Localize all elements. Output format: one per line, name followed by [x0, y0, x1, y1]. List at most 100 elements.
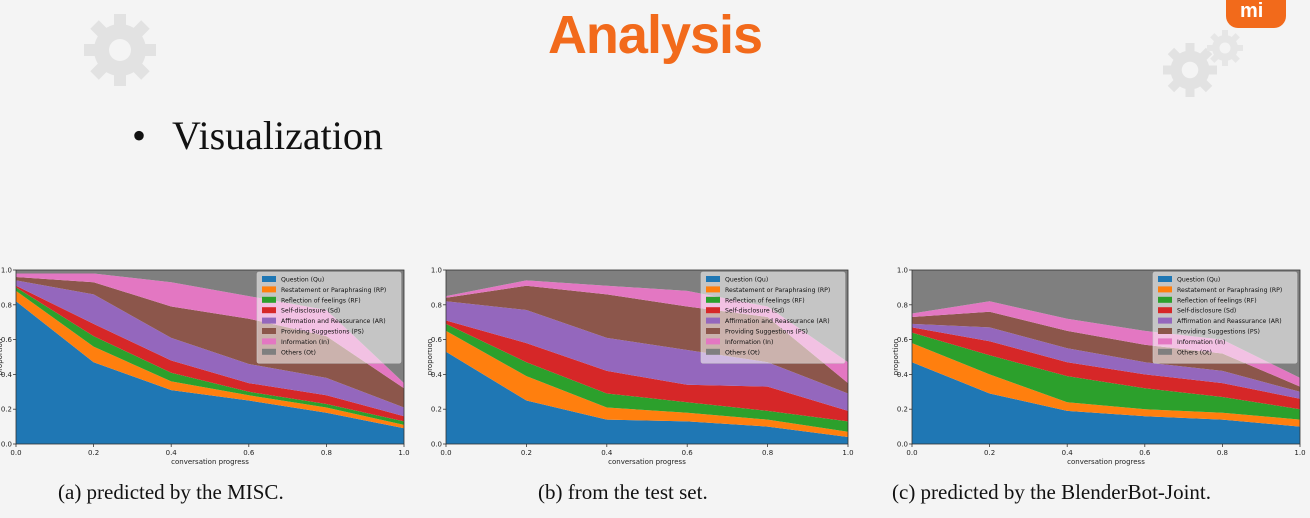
area-series-2 — [446, 323, 848, 432]
mi-logo-glyph: mi — [1240, 0, 1264, 22]
y-tick-label: 0.2 — [1, 406, 12, 414]
area-series-4 — [912, 323, 1300, 399]
legend-swatch — [1158, 317, 1172, 324]
legend-label: Reflection of feelings (RF) — [281, 297, 361, 304]
plot-frame — [911, 269, 1301, 445]
gear-icon — [1207, 30, 1243, 66]
y-tick-label: 0.0 — [897, 441, 908, 449]
y-tick-label: 0.0 — [431, 441, 442, 449]
area-series-0 — [446, 351, 848, 444]
y-tick-label: 0.6 — [431, 336, 443, 344]
area-series-0 — [912, 362, 1300, 444]
bullet-item: • Visualization — [132, 112, 383, 159]
legend-swatch — [262, 307, 276, 314]
caption-c: (c) predicted by the BlenderBot-Joint. — [892, 480, 1211, 504]
legend-box — [1152, 271, 1298, 364]
legend-swatch — [706, 296, 720, 303]
legend-swatch — [1158, 307, 1172, 314]
plot-frame — [445, 269, 849, 445]
legend-label: Restatement or Paraphrasing (RP) — [725, 287, 830, 294]
y-tick-label: 0.4 — [431, 371, 443, 379]
x-tick-label: 1.0 — [1294, 449, 1305, 457]
y-axis-label: proportion — [0, 339, 4, 375]
legend-swatch — [706, 348, 720, 355]
area-series-2 — [912, 332, 1300, 420]
legend-label: Affirmation and Reassurance (AR) — [281, 318, 386, 325]
y-tick-label: 0.4 — [897, 371, 909, 379]
legend-label: Information (In) — [725, 339, 773, 346]
legend-swatch — [706, 286, 720, 293]
legend-label: Providing Suggestions (PS) — [281, 329, 364, 336]
y-axis-label: proportion — [428, 339, 434, 375]
y-tick-label: 0.2 — [431, 406, 442, 414]
x-tick-label: 0.4 — [601, 449, 613, 457]
legend-swatch — [706, 276, 720, 282]
legend-label: Information (In) — [281, 339, 329, 346]
chart-a: 0.0 0.2 0.4 0.6 0.8 1.0 0.0 0.2 0.4 0.6 0.8 1.0 conv… — [0, 267, 410, 467]
x-axis-label: conversation progress — [608, 458, 686, 466]
legend-label: Question (Qu) — [1177, 277, 1220, 284]
legend-swatch — [1158, 348, 1172, 355]
legend-label: Providing Suggestions (PS) — [1177, 329, 1260, 336]
legend-label: Affirmation and Reassurance (AR) — [1177, 318, 1282, 325]
y-tick-label: 0.4 — [1, 371, 13, 379]
area-series-1 — [912, 343, 1300, 427]
x-tick-label: 0.6 — [243, 449, 255, 457]
y-tick-label: 0.8 — [897, 301, 908, 309]
legend-swatch — [1158, 328, 1172, 334]
legend-label: Information (In) — [1177, 339, 1225, 346]
area-series-5 — [446, 285, 848, 394]
x-tick-label: 0.0 — [10, 449, 21, 457]
y-tick-label: 0.0 — [1, 441, 12, 449]
area-series-1 — [446, 330, 848, 437]
legend-swatch — [706, 328, 720, 334]
x-tick-label: 1.0 — [842, 449, 853, 457]
area-series-5 — [912, 311, 1300, 392]
legend-swatch — [262, 296, 276, 303]
caption-a: (a) predicted by the MISC. — [58, 480, 284, 504]
area-series-3 — [446, 320, 848, 422]
legend-label: Restatement or Paraphrasing (RP) — [281, 287, 386, 294]
x-axis-label: conversation progress — [1067, 458, 1145, 466]
area-series-5 — [16, 277, 404, 408]
legend-swatch — [1158, 276, 1172, 282]
legend-swatch — [262, 348, 276, 355]
x-tick-label: 0.0 — [440, 449, 451, 457]
legend-box — [256, 271, 402, 364]
y-tick-label: 0.6 — [1, 336, 13, 344]
area-series-0 — [16, 301, 404, 444]
legend-label: Providing Suggestions (PS) — [725, 329, 808, 336]
bullet-marker: • — [132, 113, 147, 158]
y-axis-label: proportion — [892, 339, 900, 375]
area-series-3 — [16, 285, 404, 422]
legend-swatch — [706, 307, 720, 314]
x-tick-label: 0.4 — [1062, 449, 1074, 457]
legend-label: Self-disclosure (Sd) — [725, 308, 784, 315]
legend-swatch — [706, 317, 720, 324]
gear-icon — [1163, 43, 1217, 97]
legend-label: Question (Qu) — [281, 277, 324, 284]
y-tick-label: 1.0 — [897, 267, 908, 275]
x-tick-label: 0.8 — [762, 449, 773, 457]
legend-swatch — [262, 328, 276, 334]
legend-label: Others (Ot) — [1177, 349, 1212, 356]
legend-label: Others (Ot) — [281, 349, 316, 356]
legend-label: Affirmation and Reassurance (AR) — [725, 318, 830, 325]
x-tick-label: 0.2 — [984, 449, 995, 457]
chart-a-container: 0.0 0.2 0.4 0.6 0.8 1.0 0.0 0.2 0.4 0.6 0.8 1.0 conv… — [0, 258, 420, 468]
legend-swatch — [706, 338, 720, 345]
chart-b: 0.0 0.2 0.4 0.6 0.8 1.0 0.0 0.2 0.4 0.6 0.8 1.0 conv… — [428, 267, 854, 467]
y-tick-label: 1.0 — [1, 267, 12, 275]
mi-logo-icon: mi — [1226, 0, 1286, 28]
x-tick-label: 0.4 — [166, 449, 178, 457]
legend-label: Self-disclosure (Sd) — [1177, 308, 1236, 315]
legend-swatch — [262, 317, 276, 324]
area-series-4 — [446, 301, 848, 411]
slide-title: Analysis — [547, 5, 763, 65]
bullet-text: Visualization — [172, 113, 383, 158]
x-tick-label: 0.0 — [906, 449, 917, 457]
x-tick-label: 0.8 — [321, 449, 332, 457]
y-tick-label: 1.0 — [431, 267, 442, 275]
caption-b: (b) from the test set. — [538, 480, 708, 504]
x-tick-label: 0.8 — [1217, 449, 1228, 457]
